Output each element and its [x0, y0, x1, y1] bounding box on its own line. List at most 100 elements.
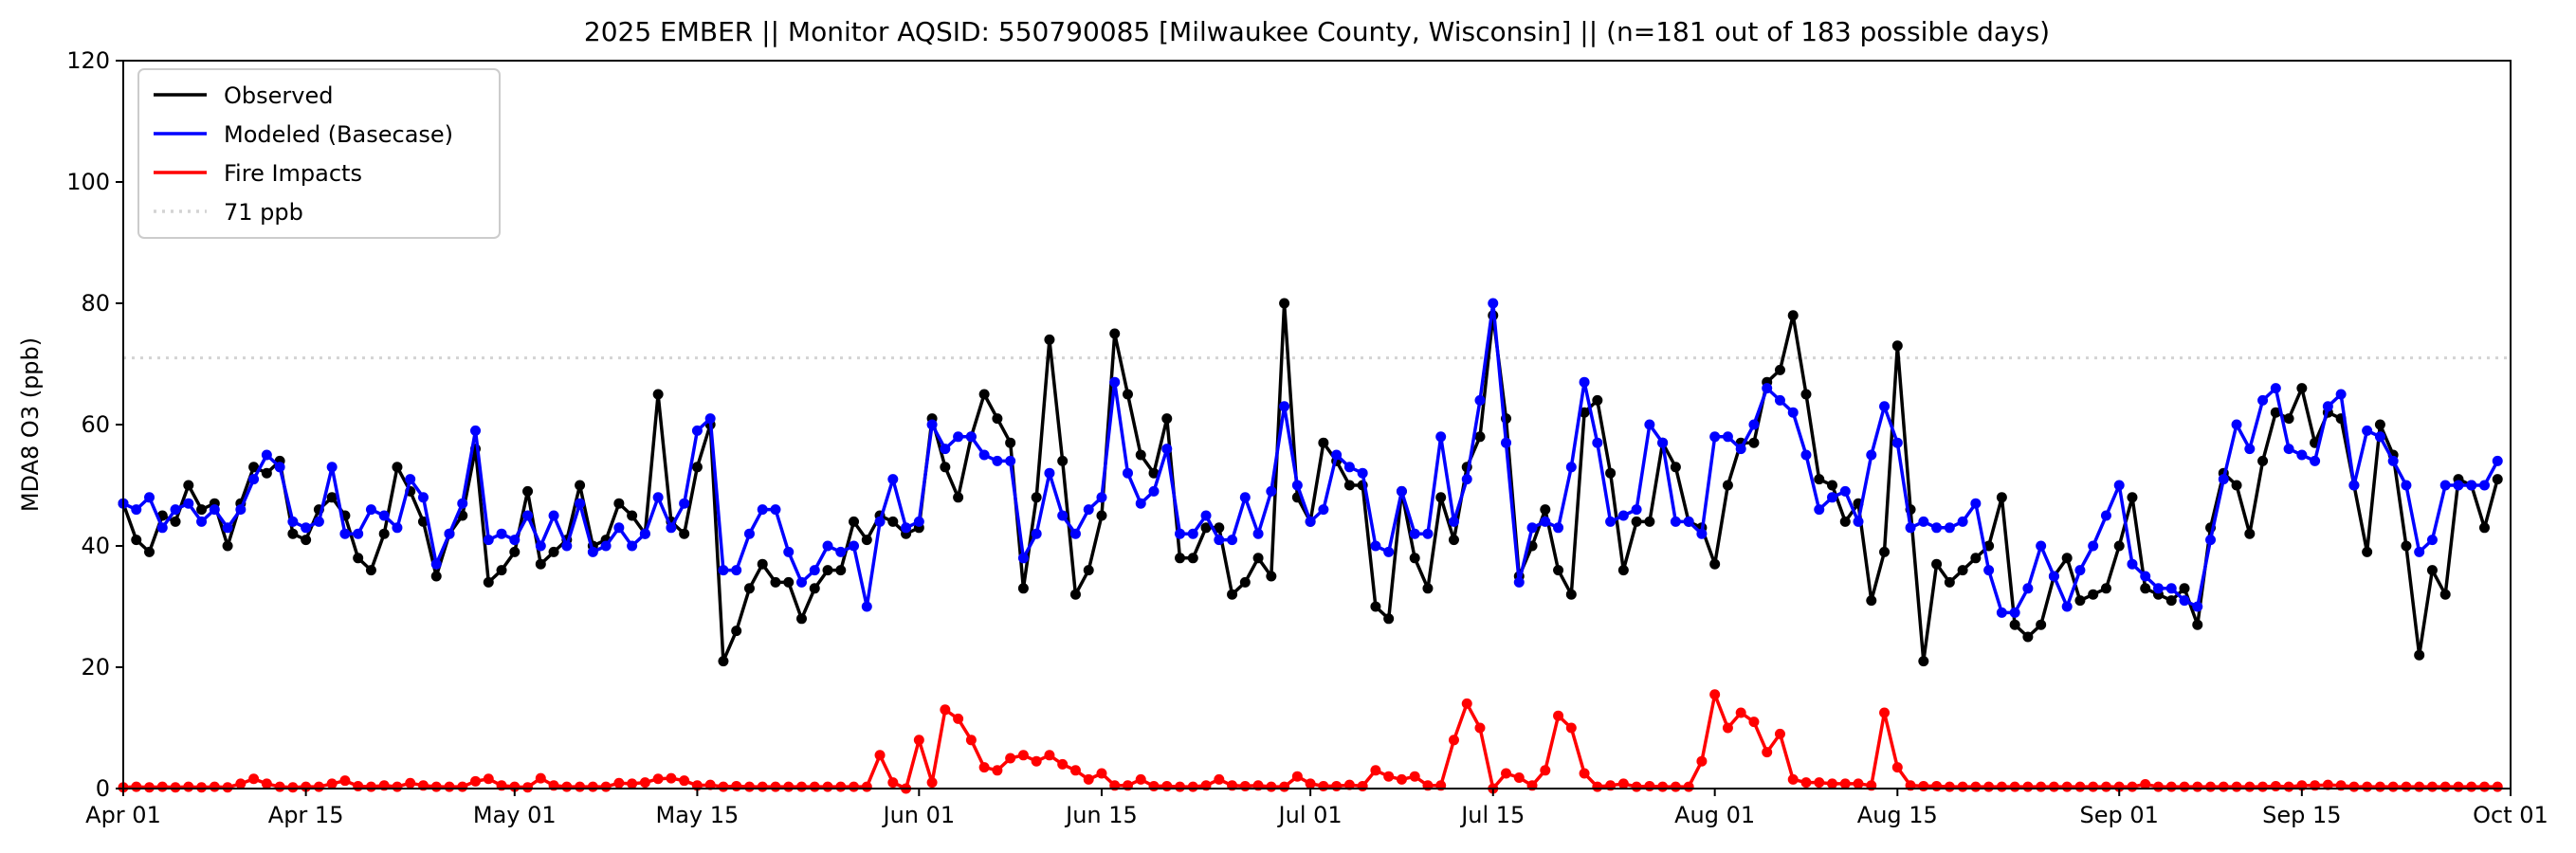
- data-point: [1944, 781, 1955, 792]
- data-point: [2192, 781, 2203, 792]
- y-axis-label: MDA8 O3 (ppb): [17, 337, 44, 512]
- data-point: [2074, 781, 2086, 792]
- data-point: [2009, 607, 2020, 618]
- data-point: [2179, 583, 2190, 594]
- data-point: [926, 777, 938, 789]
- data-point: [992, 765, 1003, 776]
- data-point: [978, 762, 990, 773]
- data-point: [2140, 583, 2151, 594]
- data-point: [874, 750, 886, 761]
- data-point: [430, 571, 442, 582]
- data-point: [196, 504, 208, 516]
- data-point: [1526, 522, 1538, 534]
- data-point: [1617, 510, 1629, 521]
- data-point: [2478, 781, 2490, 792]
- data-point: [731, 626, 742, 637]
- data-point: [1069, 765, 1081, 776]
- data-point: [1970, 553, 1982, 564]
- data-point: [809, 565, 820, 576]
- data-point: [679, 498, 690, 509]
- data-point: [2140, 779, 2151, 790]
- data-point: [2205, 781, 2217, 792]
- data-point: [1827, 480, 1838, 491]
- data-point: [548, 546, 559, 557]
- data-point: [1814, 777, 1825, 789]
- data-point: [822, 540, 833, 552]
- data-point: [483, 773, 494, 785]
- data-point: [1096, 768, 1107, 779]
- data-point: [965, 431, 977, 443]
- x-tick-label: Apr 01: [85, 802, 161, 828]
- data-point: [2165, 781, 2177, 792]
- data-point: [757, 504, 768, 516]
- data-point: [1983, 781, 1995, 792]
- data-point: [1279, 401, 1290, 412]
- data-point: [2478, 480, 2490, 491]
- data-point: [2036, 781, 2047, 792]
- x-tick-label: Jul 15: [1459, 802, 1525, 828]
- data-point: [1879, 546, 1891, 557]
- data-point: [2322, 779, 2333, 790]
- data-point: [261, 467, 272, 479]
- data-point: [1409, 528, 1420, 539]
- data-point: [496, 528, 507, 539]
- data-point: [1617, 778, 1629, 789]
- data-point: [2362, 546, 2373, 557]
- data-point: [953, 492, 964, 503]
- data-point: [2127, 781, 2138, 792]
- data-point: [613, 522, 625, 534]
- data-point: [535, 540, 546, 552]
- data-point: [1175, 781, 1186, 792]
- data-point: [444, 781, 455, 792]
- data-point: [1279, 781, 1290, 792]
- data-point: [1214, 773, 1225, 785]
- data-point: [1774, 394, 1785, 406]
- data-point: [835, 781, 847, 792]
- data-point: [1214, 522, 1225, 534]
- data-point: [913, 735, 924, 746]
- legend-label: 71 ppb: [224, 199, 303, 226]
- data-point: [2218, 474, 2229, 485]
- data-point: [1565, 462, 1577, 473]
- data-point: [1918, 780, 1929, 791]
- data-point: [1709, 431, 1721, 443]
- data-point: [1474, 431, 1486, 443]
- data-point: [2244, 444, 2256, 455]
- data-point: [561, 540, 573, 552]
- data-point: [2127, 558, 2138, 570]
- data-point: [522, 485, 534, 497]
- data-point: [1787, 310, 1799, 321]
- y-tick-label: 40: [81, 533, 110, 559]
- data-point: [365, 781, 376, 792]
- data-point: [1944, 522, 1955, 534]
- data-point: [926, 419, 938, 430]
- data-point: [1617, 565, 1629, 576]
- data-point: [731, 565, 742, 576]
- data-point: [1631, 781, 1642, 792]
- data-point: [1579, 768, 1590, 779]
- data-point: [822, 781, 833, 792]
- data-point: [2466, 781, 2477, 792]
- data-point: [1109, 328, 1121, 339]
- data-point: [1957, 781, 1968, 792]
- data-point: [1891, 340, 1903, 352]
- data-point: [1709, 558, 1721, 570]
- data-point: [1696, 755, 1708, 767]
- data-point: [1774, 728, 1785, 739]
- data-point: [666, 772, 677, 784]
- data-point: [131, 781, 142, 792]
- data-point: [1513, 576, 1525, 588]
- data-point: [2374, 781, 2385, 792]
- data-point: [1592, 781, 1603, 792]
- data-point: [652, 773, 664, 785]
- data-point: [339, 775, 351, 787]
- data-point: [992, 455, 1003, 466]
- data-point: [235, 778, 247, 789]
- data-point: [1343, 462, 1355, 473]
- data-point: [2387, 455, 2399, 466]
- data-point: [2061, 553, 2073, 564]
- data-point: [1853, 778, 1864, 789]
- data-point: [940, 704, 951, 716]
- data-point: [2036, 619, 2047, 630]
